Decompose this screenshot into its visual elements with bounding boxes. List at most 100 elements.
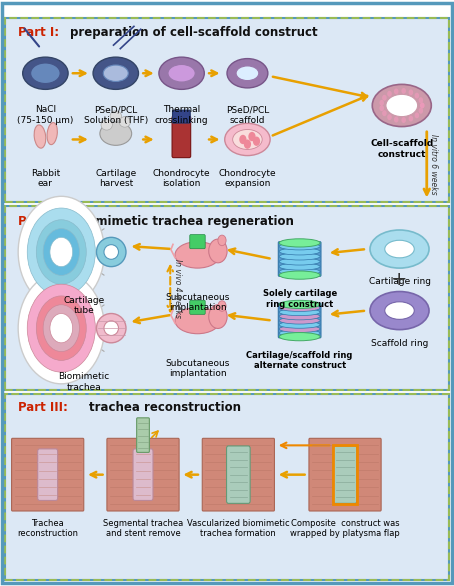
FancyBboxPatch shape (227, 446, 250, 503)
Text: Subcutaneous
implantation: Subcutaneous implantation (165, 293, 230, 312)
FancyBboxPatch shape (107, 438, 179, 511)
Text: PSeD/PCL
Solution (THF): PSeD/PCL Solution (THF) (84, 105, 148, 125)
Circle shape (218, 301, 226, 311)
Circle shape (218, 235, 226, 246)
Circle shape (401, 88, 406, 94)
Ellipse shape (279, 239, 320, 247)
Circle shape (394, 88, 399, 94)
Circle shape (43, 229, 79, 275)
Text: Cartilage/scaffold ring
alternate construct: Cartilage/scaffold ring alternate constr… (247, 351, 353, 370)
Text: Solely cartilage
ring construct: Solely cartilage ring construct (262, 289, 337, 309)
Text: Cell-scaffold
construct: Cell-scaffold construct (370, 139, 434, 159)
Ellipse shape (370, 292, 429, 330)
Text: Segmental trachea
and stent remove: Segmental trachea and stent remove (103, 519, 183, 538)
Circle shape (415, 113, 419, 118)
Text: Cartilage
harvest: Cartilage harvest (95, 169, 136, 188)
Ellipse shape (279, 268, 320, 275)
FancyBboxPatch shape (278, 304, 321, 338)
Ellipse shape (279, 304, 320, 312)
Text: Chondrocyte
expansion: Chondrocyte expansion (219, 169, 276, 188)
Text: Thermal
crosslinking: Thermal crosslinking (155, 105, 208, 125)
Text: trachea reconstruction: trachea reconstruction (89, 401, 241, 414)
Text: Composite  construct was
wrapped by platysma flap: Composite construct was wrapped by platy… (290, 519, 400, 538)
Ellipse shape (100, 122, 132, 145)
Ellipse shape (227, 59, 268, 88)
Circle shape (27, 208, 95, 296)
Ellipse shape (34, 125, 46, 148)
Ellipse shape (279, 309, 320, 316)
Ellipse shape (93, 57, 138, 89)
FancyBboxPatch shape (5, 18, 449, 202)
Text: Cartilage
tube: Cartilage tube (64, 296, 104, 315)
Text: In vivo 4 weeks: In vivo 4 weeks (173, 259, 182, 318)
Circle shape (244, 139, 251, 149)
Circle shape (209, 239, 227, 263)
Circle shape (419, 108, 423, 114)
Ellipse shape (279, 333, 320, 341)
Ellipse shape (279, 243, 320, 250)
Ellipse shape (104, 321, 118, 335)
Text: Rabbit
ear: Rabbit ear (31, 169, 60, 188)
Circle shape (382, 110, 387, 116)
Ellipse shape (175, 241, 220, 268)
Circle shape (409, 90, 413, 96)
Text: Subcutaneous
implantation: Subcutaneous implantation (165, 359, 230, 378)
FancyBboxPatch shape (278, 241, 321, 276)
Ellipse shape (279, 317, 320, 324)
Ellipse shape (279, 248, 320, 255)
Ellipse shape (279, 258, 320, 265)
Text: Vascularized biomimetic
trachea formation: Vascularized biomimetic trachea formatio… (187, 519, 290, 538)
FancyBboxPatch shape (190, 234, 205, 248)
Ellipse shape (96, 237, 126, 267)
Ellipse shape (279, 263, 320, 270)
Text: Scaffold ring: Scaffold ring (371, 339, 428, 347)
FancyBboxPatch shape (38, 449, 58, 500)
Ellipse shape (385, 240, 414, 258)
Text: In vitro 6 weeks: In vitro 6 weeks (429, 134, 438, 195)
Circle shape (50, 237, 73, 267)
Circle shape (27, 284, 95, 372)
FancyBboxPatch shape (133, 449, 153, 500)
Ellipse shape (168, 64, 195, 82)
Ellipse shape (372, 84, 431, 127)
Circle shape (387, 91, 392, 97)
Circle shape (43, 305, 79, 352)
FancyBboxPatch shape (172, 116, 191, 158)
FancyBboxPatch shape (333, 446, 357, 503)
Ellipse shape (279, 253, 320, 260)
Text: Part III:: Part III: (18, 401, 68, 414)
Ellipse shape (279, 329, 320, 336)
Ellipse shape (110, 111, 121, 121)
Text: preparation of cell-scaffold construct: preparation of cell-scaffold construct (70, 26, 318, 39)
Text: Trachea
reconstruction: Trachea reconstruction (17, 519, 78, 538)
Text: Part I:: Part I: (18, 26, 59, 39)
Circle shape (387, 114, 392, 120)
FancyBboxPatch shape (5, 206, 449, 390)
Ellipse shape (370, 230, 429, 268)
Circle shape (419, 97, 423, 103)
Ellipse shape (159, 57, 204, 89)
Circle shape (380, 100, 384, 105)
Circle shape (50, 314, 73, 343)
FancyBboxPatch shape (202, 438, 274, 511)
Circle shape (420, 103, 424, 108)
Ellipse shape (96, 314, 126, 343)
Circle shape (401, 117, 406, 123)
Circle shape (18, 196, 104, 308)
Ellipse shape (232, 130, 262, 149)
Ellipse shape (279, 321, 320, 328)
FancyBboxPatch shape (309, 438, 381, 511)
Ellipse shape (279, 325, 320, 332)
Text: Biomimetic
trachea: Biomimetic trachea (59, 372, 109, 391)
FancyBboxPatch shape (173, 110, 190, 123)
Circle shape (382, 95, 387, 101)
Ellipse shape (104, 245, 118, 259)
Text: Part II:: Part II: (18, 215, 64, 228)
Ellipse shape (225, 124, 270, 156)
Text: PSeD/PCL
scaffold: PSeD/PCL scaffold (226, 105, 269, 125)
FancyBboxPatch shape (11, 438, 84, 511)
Text: +: + (391, 270, 408, 289)
Ellipse shape (47, 122, 57, 145)
Ellipse shape (279, 271, 320, 279)
Circle shape (239, 135, 247, 144)
